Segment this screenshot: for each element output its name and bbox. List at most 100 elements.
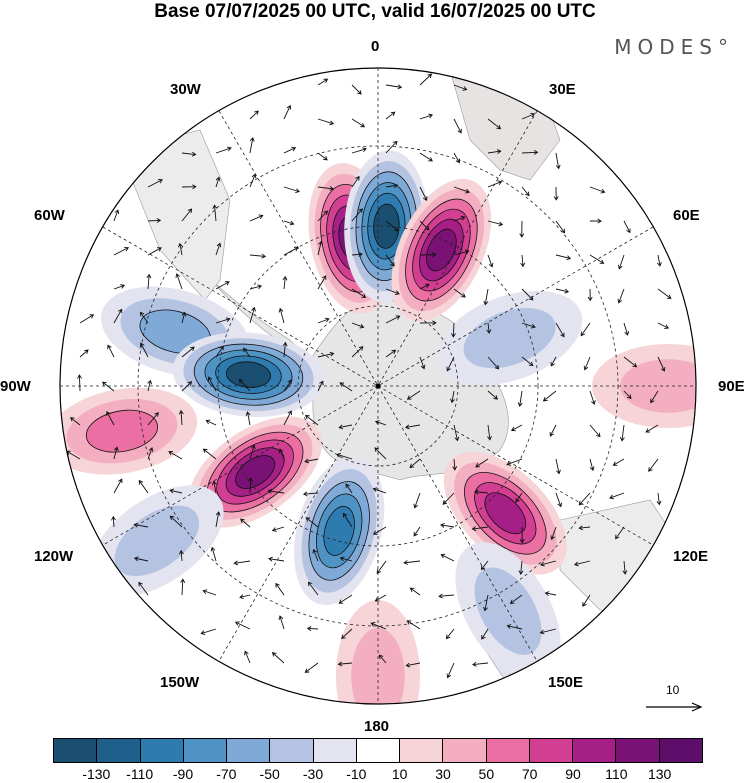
wind-arrow bbox=[615, 526, 625, 540]
wind-arrow bbox=[404, 424, 421, 430]
wind-arrow bbox=[372, 487, 387, 494]
wind-arrow bbox=[215, 281, 230, 290]
wind-arrow bbox=[518, 560, 524, 576]
wind-arrow bbox=[133, 556, 149, 562]
lon-label-60e: 60E bbox=[673, 207, 700, 224]
colorbar bbox=[53, 738, 703, 763]
wind-arrow bbox=[657, 288, 672, 300]
wind-arrow bbox=[317, 118, 335, 126]
wind-arrow bbox=[342, 512, 353, 528]
wind-arrow bbox=[438, 593, 455, 599]
wind-arrow bbox=[587, 288, 593, 302]
wind-arrow bbox=[650, 390, 659, 404]
wind-arrow bbox=[374, 420, 387, 426]
wind-arrow bbox=[376, 560, 387, 574]
wind-arrow bbox=[452, 458, 458, 471]
wind-arrow bbox=[617, 254, 625, 270]
lon-label-120w: 120W bbox=[34, 548, 74, 565]
wind-arrow bbox=[278, 307, 285, 324]
wind-arrow bbox=[580, 322, 591, 337]
wind-arrow bbox=[474, 489, 489, 495]
wind-arrow bbox=[147, 247, 162, 256]
wind-arrow bbox=[648, 458, 659, 472]
colorbar-segment bbox=[54, 739, 98, 762]
wind-arrow bbox=[453, 249, 470, 256]
wind-arrow bbox=[657, 254, 662, 267]
wind-arrow bbox=[339, 382, 353, 392]
wind-arrow bbox=[589, 218, 602, 224]
wind-arrow bbox=[475, 458, 489, 468]
wind-arrow bbox=[268, 556, 285, 562]
wind-arrow bbox=[374, 594, 387, 602]
wind-arrow bbox=[207, 376, 217, 392]
wind-arrow bbox=[283, 146, 297, 154]
wind-arrow bbox=[249, 444, 256, 460]
wind-arrow bbox=[111, 515, 116, 528]
wind-arrow bbox=[403, 560, 421, 565]
map-disc bbox=[60, 68, 696, 704]
wind-arrow bbox=[521, 356, 534, 367]
wind-arrow bbox=[419, 252, 437, 258]
colorbar-tick-label: 90 bbox=[565, 766, 581, 782]
wind-arrow bbox=[487, 424, 492, 441]
wind-arrow bbox=[147, 218, 162, 223]
wind-arrow bbox=[282, 341, 288, 358]
wind-arrow bbox=[317, 275, 327, 290]
wind-arrow bbox=[623, 220, 631, 234]
lon-label-90w: 90W bbox=[0, 378, 31, 395]
colorbar-segment bbox=[529, 739, 574, 762]
wind-arrow bbox=[553, 186, 559, 201]
wind-arrow bbox=[481, 628, 489, 640]
wind-arrow bbox=[341, 628, 353, 640]
wind-arrow bbox=[317, 210, 329, 222]
wind-arrow bbox=[549, 424, 557, 437]
wind-arrow bbox=[351, 175, 360, 188]
wind-arrow bbox=[413, 526, 421, 537]
lon-label-120e: 120E bbox=[673, 548, 709, 565]
wind-arrow bbox=[178, 549, 184, 562]
wind-arrow bbox=[283, 246, 299, 256]
wind-arrow bbox=[351, 288, 367, 298]
wind-arrow bbox=[248, 477, 254, 494]
wind-arrow bbox=[283, 104, 292, 120]
wind-arrow bbox=[450, 322, 456, 338]
wind-arrow bbox=[215, 345, 224, 358]
wind-arrow bbox=[317, 78, 329, 86]
wind-arrow bbox=[239, 594, 251, 600]
lon-label-150w: 150W bbox=[160, 674, 200, 691]
wind-arrow bbox=[385, 111, 396, 120]
wind-arrow bbox=[180, 578, 186, 596]
wind-arrow bbox=[306, 626, 319, 632]
wind-arrow bbox=[453, 118, 462, 134]
lon-label-150e: 150E bbox=[548, 674, 584, 691]
wind-arrow bbox=[178, 409, 184, 426]
wind-arrow bbox=[453, 288, 466, 298]
wind-arrow bbox=[304, 458, 319, 464]
anomaly-center-positive bbox=[391, 178, 492, 322]
wind-arrow bbox=[138, 479, 149, 494]
wind-arrow bbox=[169, 488, 183, 494]
wind-arrow bbox=[249, 137, 255, 154]
colorbar-tick-label: 110 bbox=[605, 766, 628, 782]
colorbar-tick-label: 70 bbox=[521, 766, 538, 782]
wind-arrow bbox=[539, 560, 557, 567]
wind-arrow bbox=[539, 628, 557, 635]
wind-arrow bbox=[419, 356, 426, 370]
wind-arrow bbox=[483, 288, 489, 306]
wind-arrow bbox=[113, 446, 119, 460]
wind-arrow bbox=[337, 661, 353, 667]
colorbar-tick-label: -10 bbox=[346, 766, 367, 782]
wind-arrow bbox=[283, 379, 292, 392]
wind-arrow bbox=[113, 478, 123, 494]
wind-arrow bbox=[487, 180, 503, 188]
wind-arrow bbox=[181, 381, 193, 392]
wind-arrow bbox=[249, 253, 267, 259]
colorbar-segment bbox=[400, 739, 444, 762]
colorbar-segment bbox=[183, 739, 228, 762]
wind-arrow bbox=[406, 390, 421, 400]
colorbar-segment bbox=[313, 739, 357, 762]
lon-label-30w: 30W bbox=[170, 81, 201, 98]
anomaly-center-negative bbox=[344, 150, 429, 303]
wind-arrow bbox=[619, 424, 625, 442]
wind-arrow bbox=[278, 448, 285, 460]
